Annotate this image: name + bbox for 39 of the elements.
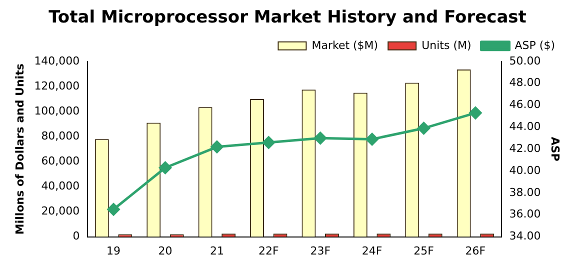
point: [418, 122, 430, 135]
y-tick-label: 140,000: [34, 54, 80, 68]
x-tick-label: 26F: [465, 244, 486, 258]
point: [158, 161, 172, 174]
y2-tick-label: 40.00: [509, 164, 541, 177]
y2-tick-label: 42.00: [509, 142, 541, 155]
point: [210, 140, 224, 154]
x-tick-label: 25F: [414, 244, 434, 258]
x-tick-label: 23F: [310, 244, 331, 258]
y-tick-label: 20,000: [41, 204, 80, 218]
legend-label: Units (M): [422, 38, 472, 52]
y2-tick-label: 46.00: [509, 98, 541, 112]
x-tick-label: 21: [210, 244, 224, 258]
y2-tick-label: 34.00: [509, 230, 541, 243]
x-tick-label: 20: [158, 244, 172, 258]
y-tick-label: 100,000: [34, 104, 80, 118]
y-axis-title: Millons of Dollars and Units: [13, 63, 26, 235]
legend-label: Market ($M): [312, 38, 378, 52]
x-tick-label: 19: [106, 244, 121, 258]
y-tick-label: 40,000: [41, 180, 80, 193]
point: [366, 132, 378, 146]
y-tick-label: 60,000: [41, 154, 80, 168]
y2-tick-label: 50.00: [509, 54, 541, 68]
y-tick-label: 0: [72, 230, 80, 243]
point: [262, 136, 275, 149]
x-tick-label: 22F: [258, 244, 279, 258]
y2-tick-label: 36.00: [509, 208, 541, 221]
y2-tick-label: 44.00: [509, 120, 541, 134]
y2-tick-label: 38.00: [509, 186, 541, 199]
y-tick-label: 80,000: [41, 129, 80, 142]
y2-axis-title: ASP: [548, 136, 562, 162]
point: [469, 106, 482, 120]
legend-label: ASP ($): [514, 38, 555, 52]
y-tick-label: 120,000: [34, 79, 80, 92]
y2-tick-label: 48.00: [509, 76, 541, 90]
point: [107, 203, 120, 216]
x-tick-label: 24F: [362, 244, 382, 258]
chart-title: Total Microprocessor Market History and Forecast: [48, 8, 526, 28]
point: [314, 132, 327, 144]
